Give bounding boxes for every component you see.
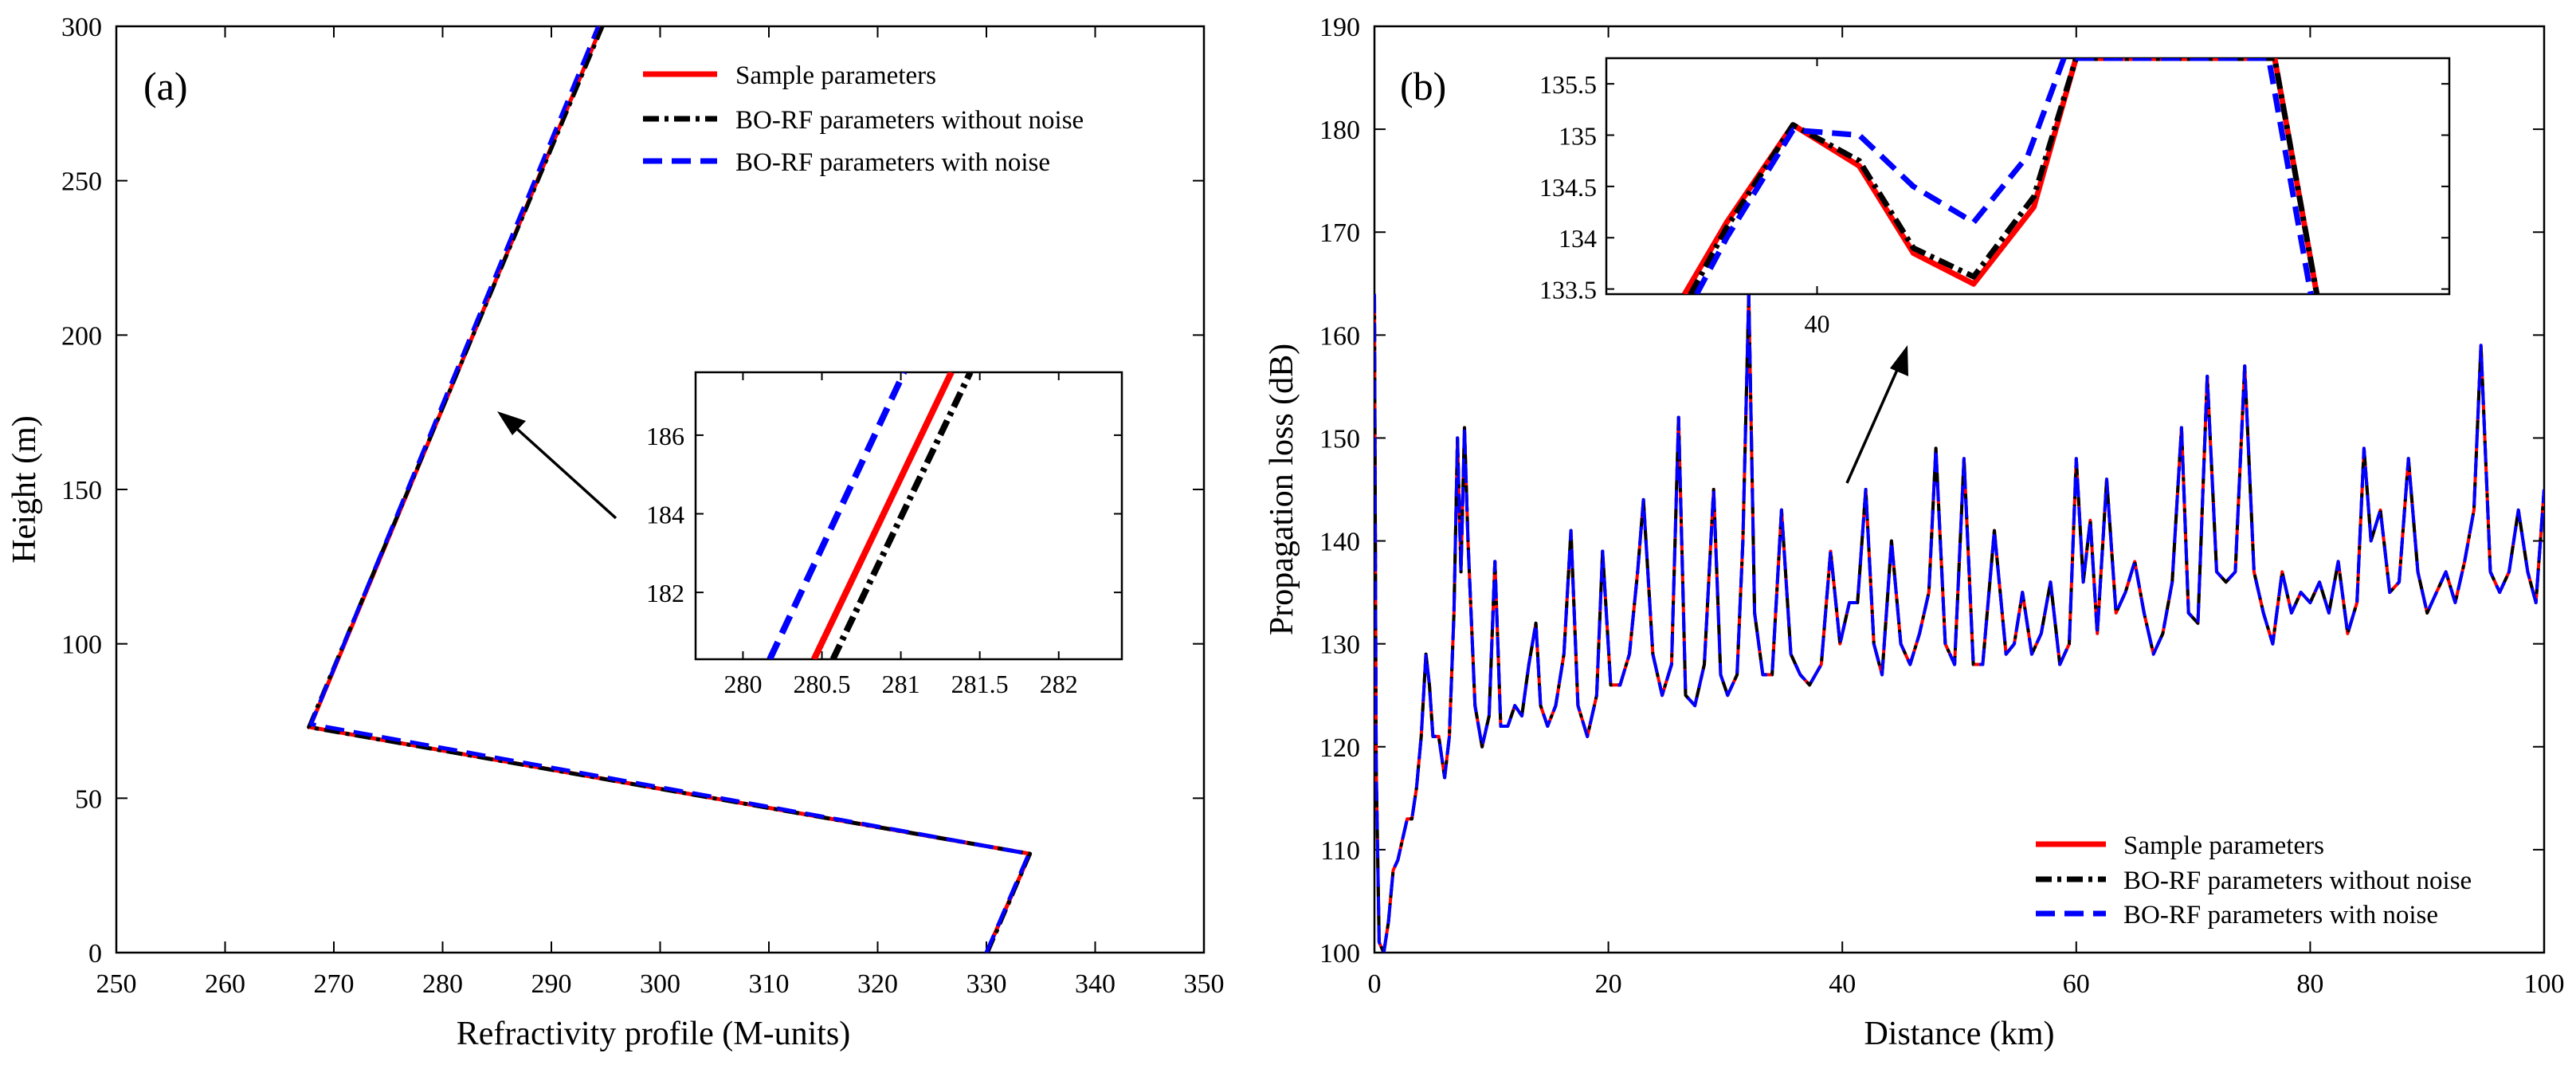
y-tick-label: 200 [61, 321, 102, 351]
series-group-a [307, 26, 1033, 953]
x-axis-label-b: Distance (km) [1864, 1016, 2054, 1052]
x-axis-label-a: Refractivity profile (M-units) [457, 1016, 851, 1052]
y-tick-label: 120 [1319, 733, 1360, 763]
inset-frame-a [694, 371, 1123, 661]
y-tick-label: 140 [1319, 528, 1360, 557]
inset-line-a-sample-parameters [810, 372, 955, 659]
y-tick-label: 0 [88, 939, 102, 969]
x-tick-label: 281 [882, 670, 920, 698]
x-tick-label: 280.5 [794, 670, 851, 698]
x-tick-label: 270 [314, 969, 355, 999]
y-tick-label: 186 [646, 422, 684, 450]
x-tick-label: 280 [422, 969, 463, 999]
y-axis-label-b: Propagation loss (dB) [1264, 344, 1300, 635]
x-tick-label: 320 [857, 969, 898, 999]
x-tick-label: 280 [723, 670, 762, 698]
x-tick-label: 340 [1075, 969, 1115, 999]
y-tick-label: 184 [646, 501, 684, 529]
inset-b-ticks: 40 133.5 134 134.5 135 135.5 [1539, 58, 2449, 338]
zoom-arrow-b [1845, 345, 1908, 484]
line-a-bo-rf-parameters-with-noise [308, 26, 1031, 953]
x-tick-label: 20 [1595, 969, 1622, 999]
x-tick-label: 40 [1829, 969, 1856, 999]
axis-ticks-a: 250 260 270 280 290 300 310 320 330 340 350 0 50 100 1… [61, 13, 1225, 999]
y-tick-label: 135.5 [1539, 70, 1597, 99]
legend-b-label-without-noise: BO-RF parameters without noise [2123, 867, 2472, 895]
y-tick-label: 134.5 [1539, 173, 1597, 202]
inset-a-series [767, 372, 974, 659]
x-tick-label: 60 [2063, 969, 2090, 999]
y-tick-label: 100 [1319, 939, 1360, 969]
x-tick-label: 330 [966, 969, 1007, 999]
x-tick-label: 310 [749, 969, 790, 999]
inset-line-b-bo-rf-parameters-without-noise [1688, 58, 2320, 294]
x-tick-label: 290 [531, 969, 572, 999]
y-tick-label: 50 [75, 784, 102, 814]
y-tick-label: 134 [1559, 224, 1597, 253]
y-tick-label: 110 [1320, 836, 1360, 866]
legend-a-label-with-noise: BO-RF parameters with noise [735, 148, 1050, 177]
legend-a: Sample parameters BO-RF parameters witho… [643, 61, 1084, 177]
zoom-arrow-a [497, 411, 618, 520]
axis-ticks-b: 0 20 40 60 80 100 100 110 120 130 140 150 160 170 180 1… [1319, 13, 2565, 999]
line-b-bo-rf-parameters-with-noise [1374, 292, 2544, 953]
y-tick-label: 133.5 [1539, 276, 1597, 305]
x-tick-label: 300 [640, 969, 680, 999]
y-tick-label: 180 [1319, 116, 1360, 145]
legend-a-label-sample: Sample parameters [735, 61, 936, 90]
x-tick-label: 250 [96, 969, 137, 999]
series-group-b [1374, 292, 2544, 953]
x-tick-label: 100 [2524, 969, 2565, 999]
panel-b-propagation-loss-chart: 0 20 40 60 80 100 100 110 120 130 140 150 160 170 180 1… [1264, 13, 2565, 1052]
y-tick-label: 100 [61, 631, 102, 660]
panel-label-b: (b) [1400, 64, 1446, 108]
inset-line-b-bo-rf-parameters-with-noise [1694, 58, 2314, 294]
x-tick-label: 282 [1040, 670, 1078, 698]
x-tick-label: 0 [1368, 969, 1382, 999]
y-tick-label: 150 [1319, 424, 1360, 454]
y-axis-label-a: Height (m) [6, 415, 43, 563]
panel-a-refractivity-chart: 250 260 270 280 290 300 310 320 330 340 350 0 50 100 1… [6, 13, 1225, 1052]
inset-line-a-bo-rf-parameters-with-noise [767, 372, 908, 659]
x-tick-label: 40 [1805, 309, 1830, 338]
legend-b-label-sample: Sample parameters [2123, 831, 2324, 860]
y-tick-label: 135 [1559, 122, 1597, 151]
y-tick-label: 300 [61, 13, 102, 42]
legend-b-label-with-noise: BO-RF parameters with noise [2123, 901, 2438, 929]
y-tick-label: 182 [646, 579, 684, 607]
x-tick-label: 80 [2296, 969, 2323, 999]
inset-b: 40 133.5 134 134.5 135 135.5 [1539, 57, 2451, 338]
inset-a: 280 280.5 281 281.5 282 182 184 186 [646, 371, 1123, 698]
y-tick-label: 190 [1319, 13, 1360, 42]
inset-b-series [1682, 58, 2320, 294]
inset-a-ticks: 280 280.5 281 281.5 282 182 184 186 [646, 372, 1122, 698]
legend-b: Sample parameters BO-RF parameters witho… [2036, 831, 2472, 929]
y-tick-label: 130 [1319, 631, 1360, 660]
inset-frame-b [1605, 57, 2451, 296]
panel-label-a: (a) [143, 64, 188, 108]
y-tick-label: 170 [1319, 218, 1360, 248]
x-tick-label: 350 [1184, 969, 1225, 999]
x-tick-label: 260 [205, 969, 245, 999]
y-tick-label: 150 [61, 476, 102, 505]
y-tick-label: 160 [1319, 321, 1360, 351]
x-tick-label: 281.5 [951, 670, 1009, 698]
y-tick-label: 250 [61, 167, 102, 197]
legend-a-label-without-noise: BO-RF parameters without noise [735, 106, 1084, 135]
inset-line-a-bo-rf-parameters-without-noise [829, 372, 974, 659]
